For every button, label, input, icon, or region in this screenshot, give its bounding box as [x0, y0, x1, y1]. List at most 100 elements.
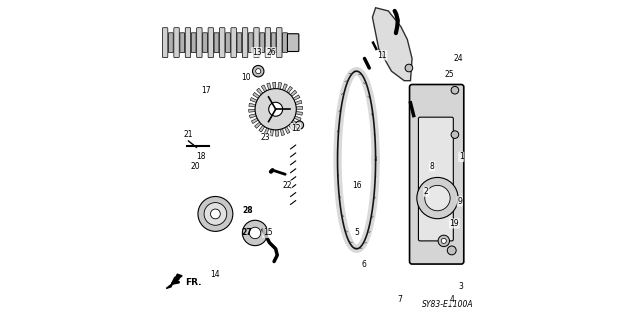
- Wedge shape: [267, 83, 271, 91]
- Circle shape: [451, 86, 459, 94]
- FancyBboxPatch shape: [248, 33, 253, 52]
- Wedge shape: [292, 95, 300, 101]
- FancyBboxPatch shape: [231, 28, 236, 58]
- Wedge shape: [273, 82, 276, 90]
- Circle shape: [255, 69, 261, 74]
- Text: 3: 3: [459, 282, 464, 292]
- Wedge shape: [284, 125, 290, 133]
- FancyBboxPatch shape: [419, 117, 454, 241]
- Text: 27: 27: [241, 228, 252, 237]
- Wedge shape: [286, 86, 292, 94]
- FancyBboxPatch shape: [174, 28, 179, 58]
- Text: 20: 20: [191, 162, 201, 171]
- FancyBboxPatch shape: [220, 28, 225, 58]
- FancyBboxPatch shape: [168, 33, 173, 52]
- Text: 19: 19: [450, 219, 459, 228]
- FancyBboxPatch shape: [242, 28, 248, 58]
- Wedge shape: [290, 119, 299, 126]
- Text: 11: 11: [377, 51, 387, 60]
- Text: 18: 18: [196, 152, 205, 161]
- FancyBboxPatch shape: [180, 33, 185, 52]
- Circle shape: [210, 209, 220, 219]
- Text: 8: 8: [430, 162, 434, 171]
- FancyBboxPatch shape: [265, 28, 271, 58]
- Circle shape: [255, 89, 296, 130]
- Text: 5: 5: [355, 228, 360, 237]
- Circle shape: [425, 185, 450, 211]
- Text: SY83-E1100A: SY83-E1100A: [422, 300, 474, 309]
- Wedge shape: [278, 83, 282, 91]
- Text: 13: 13: [252, 48, 261, 57]
- Text: 10: 10: [241, 73, 250, 82]
- FancyBboxPatch shape: [185, 28, 190, 58]
- Wedge shape: [294, 100, 302, 105]
- Text: 4: 4: [449, 295, 454, 304]
- Wedge shape: [250, 98, 259, 103]
- FancyBboxPatch shape: [283, 33, 287, 52]
- Polygon shape: [373, 8, 412, 81]
- Wedge shape: [294, 106, 303, 109]
- Text: 16: 16: [352, 181, 362, 190]
- FancyBboxPatch shape: [276, 28, 282, 58]
- Text: 7: 7: [397, 295, 402, 304]
- Wedge shape: [259, 124, 266, 132]
- Text: 21: 21: [183, 130, 193, 139]
- FancyBboxPatch shape: [191, 33, 196, 52]
- FancyBboxPatch shape: [260, 33, 264, 52]
- Text: 28: 28: [243, 206, 254, 215]
- Circle shape: [405, 64, 413, 72]
- Text: 9: 9: [457, 197, 462, 206]
- Circle shape: [242, 220, 268, 246]
- Text: 1: 1: [459, 152, 464, 161]
- FancyBboxPatch shape: [254, 28, 259, 58]
- Text: 26: 26: [266, 48, 276, 57]
- Wedge shape: [294, 111, 303, 115]
- Wedge shape: [276, 128, 279, 136]
- Wedge shape: [252, 117, 259, 124]
- Polygon shape: [166, 274, 182, 288]
- FancyBboxPatch shape: [162, 28, 168, 58]
- FancyBboxPatch shape: [237, 33, 241, 52]
- Wedge shape: [261, 85, 268, 93]
- Text: 22: 22: [282, 181, 292, 190]
- Circle shape: [269, 102, 283, 116]
- Text: 6: 6: [361, 260, 366, 269]
- FancyBboxPatch shape: [271, 33, 276, 52]
- Wedge shape: [293, 116, 301, 121]
- Wedge shape: [289, 90, 297, 97]
- Circle shape: [417, 178, 458, 219]
- Wedge shape: [287, 123, 295, 130]
- FancyBboxPatch shape: [208, 28, 213, 58]
- Wedge shape: [250, 114, 258, 118]
- FancyBboxPatch shape: [287, 34, 299, 52]
- Wedge shape: [269, 128, 273, 136]
- FancyBboxPatch shape: [410, 84, 464, 264]
- Circle shape: [252, 66, 264, 77]
- Wedge shape: [257, 88, 264, 96]
- Wedge shape: [249, 103, 257, 107]
- Text: 12: 12: [291, 124, 301, 133]
- Text: 2: 2: [424, 187, 429, 196]
- Text: 14: 14: [211, 270, 220, 279]
- Wedge shape: [282, 84, 287, 92]
- FancyBboxPatch shape: [203, 33, 208, 52]
- Text: FR.: FR.: [185, 278, 201, 287]
- Circle shape: [438, 235, 450, 247]
- Text: 24: 24: [454, 54, 464, 63]
- FancyBboxPatch shape: [214, 33, 219, 52]
- Wedge shape: [253, 92, 261, 99]
- Wedge shape: [255, 121, 262, 128]
- Text: 25: 25: [445, 70, 454, 79]
- Circle shape: [249, 227, 261, 239]
- Circle shape: [447, 246, 456, 255]
- Wedge shape: [280, 127, 285, 136]
- Circle shape: [451, 131, 459, 139]
- Wedge shape: [264, 126, 269, 135]
- Circle shape: [296, 121, 304, 129]
- Text: 15: 15: [263, 228, 273, 237]
- Circle shape: [441, 238, 447, 244]
- Text: 17: 17: [201, 86, 211, 95]
- Text: 23: 23: [261, 133, 270, 142]
- FancyBboxPatch shape: [197, 28, 202, 58]
- Wedge shape: [248, 109, 257, 112]
